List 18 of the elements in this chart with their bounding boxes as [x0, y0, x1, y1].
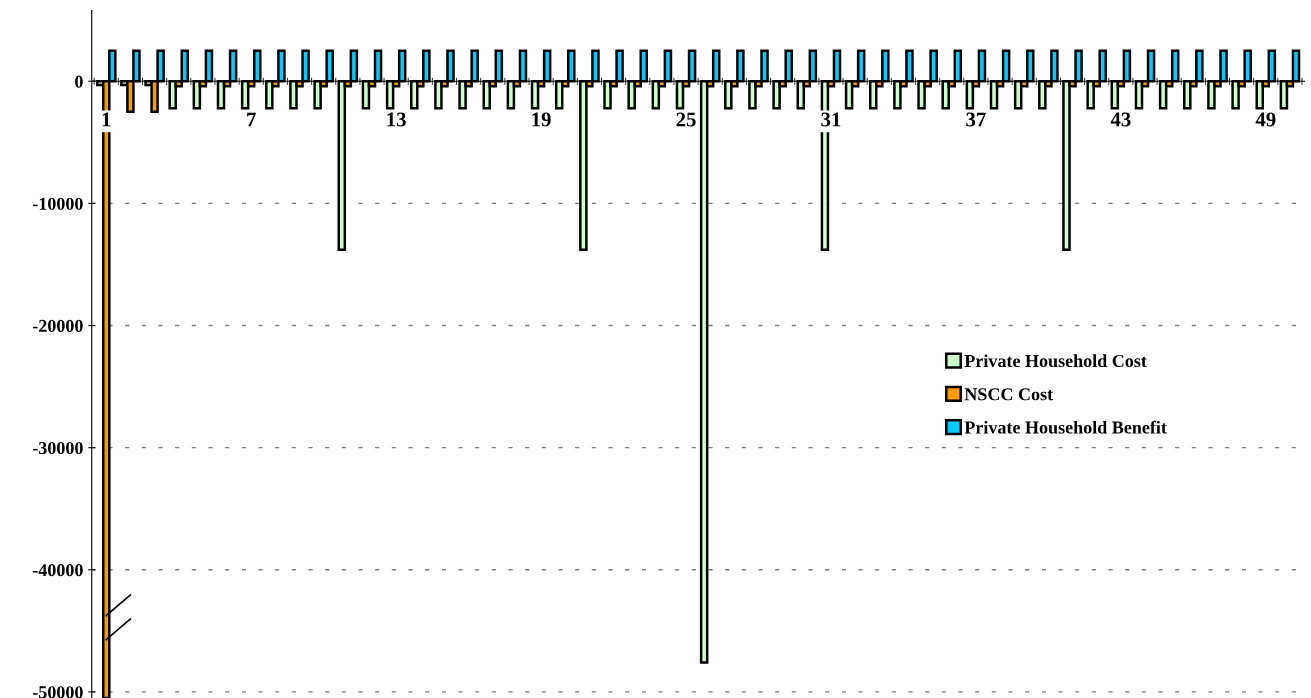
x-tick-label: 19 [532, 112, 551, 127]
y-tick-label: -30000 [32, 441, 83, 455]
legend-label: NSCC Cost [964, 388, 1054, 401]
y-tick-label: -10000 [32, 197, 83, 210]
y-tick-label: -50000 [32, 686, 83, 698]
y-tick-label: 0 [75, 75, 83, 88]
x-tick-label: 7 [247, 112, 256, 127]
x-tick-label: 13 [387, 112, 406, 127]
y-tick-label: -20000 [32, 319, 83, 332]
x-tick-label: 25 [676, 112, 696, 127]
y-tick-label: -40000 [32, 564, 83, 577]
x-tick-label: 37 [966, 112, 986, 127]
x-tick-label: 43 [1110, 112, 1131, 127]
legend-label: Private Household Benefit [964, 420, 1167, 434]
x-tick-label: 49 [1255, 112, 1276, 127]
x-tick-label: 31 [821, 112, 841, 127]
legend-label: Private Household Cost [964, 354, 1147, 368]
x-tick-label: 1 [102, 112, 111, 127]
